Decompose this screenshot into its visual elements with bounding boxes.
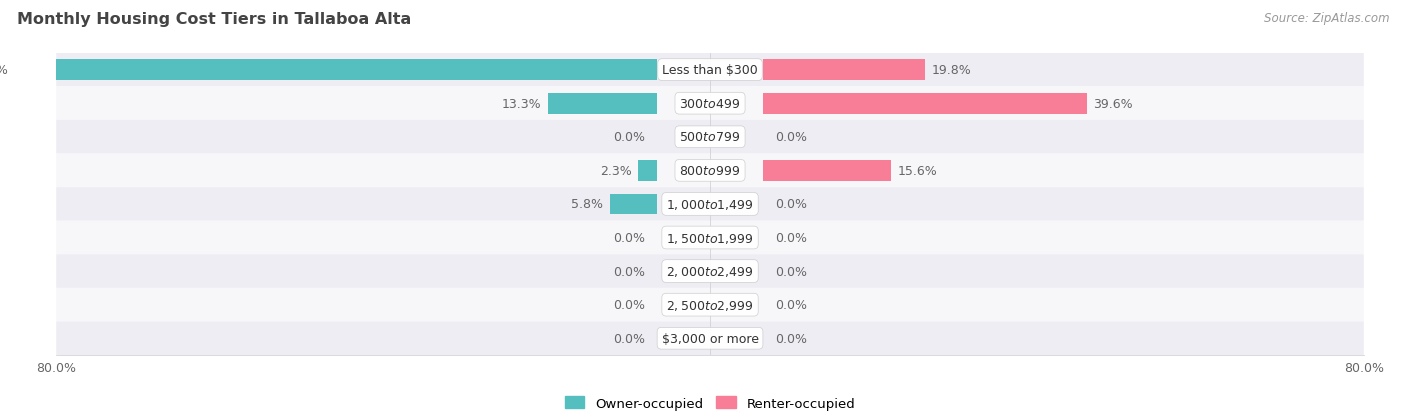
Text: 15.6%: 15.6%: [897, 164, 936, 178]
Text: $3,000 or more: $3,000 or more: [662, 332, 758, 345]
Bar: [763, 60, 925, 81]
Text: 0.0%: 0.0%: [613, 299, 644, 311]
Bar: [14, 60, 657, 81]
Text: 0.0%: 0.0%: [776, 265, 807, 278]
Text: 0.0%: 0.0%: [776, 299, 807, 311]
Text: 78.6%: 78.6%: [0, 64, 8, 77]
FancyBboxPatch shape: [56, 121, 1364, 154]
Text: 0.0%: 0.0%: [613, 131, 644, 144]
Legend: Owner-occupied, Renter-occupied: Owner-occupied, Renter-occupied: [560, 391, 860, 413]
Text: 0.0%: 0.0%: [776, 198, 807, 211]
Text: 5.8%: 5.8%: [571, 198, 603, 211]
Bar: [638, 161, 657, 181]
Bar: [610, 194, 657, 215]
FancyBboxPatch shape: [56, 322, 1364, 355]
FancyBboxPatch shape: [56, 54, 1364, 87]
Text: $500 to $799: $500 to $799: [679, 131, 741, 144]
FancyBboxPatch shape: [56, 255, 1364, 288]
Text: 0.0%: 0.0%: [613, 265, 644, 278]
FancyBboxPatch shape: [56, 221, 1364, 255]
Text: $800 to $999: $800 to $999: [679, 164, 741, 178]
Text: 13.3%: 13.3%: [502, 97, 541, 110]
FancyBboxPatch shape: [56, 188, 1364, 221]
Text: $300 to $499: $300 to $499: [679, 97, 741, 110]
Text: 0.0%: 0.0%: [776, 131, 807, 144]
FancyBboxPatch shape: [56, 288, 1364, 322]
Text: 2.3%: 2.3%: [600, 164, 631, 178]
Bar: [548, 94, 657, 114]
Text: $1,000 to $1,499: $1,000 to $1,499: [666, 197, 754, 211]
FancyBboxPatch shape: [56, 154, 1364, 188]
Text: 0.0%: 0.0%: [776, 231, 807, 244]
Bar: [763, 161, 890, 181]
Text: $2,000 to $2,499: $2,000 to $2,499: [666, 264, 754, 278]
Text: 0.0%: 0.0%: [776, 332, 807, 345]
Text: $2,500 to $2,999: $2,500 to $2,999: [666, 298, 754, 312]
Text: 0.0%: 0.0%: [613, 231, 644, 244]
Text: 39.6%: 39.6%: [1094, 97, 1133, 110]
Text: Source: ZipAtlas.com: Source: ZipAtlas.com: [1264, 12, 1389, 25]
Text: 19.8%: 19.8%: [932, 64, 972, 77]
Text: $1,500 to $1,999: $1,500 to $1,999: [666, 231, 754, 245]
Text: Less than $300: Less than $300: [662, 64, 758, 77]
FancyBboxPatch shape: [56, 87, 1364, 121]
Text: Monthly Housing Cost Tiers in Tallaboa Alta: Monthly Housing Cost Tiers in Tallaboa A…: [17, 12, 411, 27]
Bar: [763, 94, 1087, 114]
Text: 0.0%: 0.0%: [613, 332, 644, 345]
